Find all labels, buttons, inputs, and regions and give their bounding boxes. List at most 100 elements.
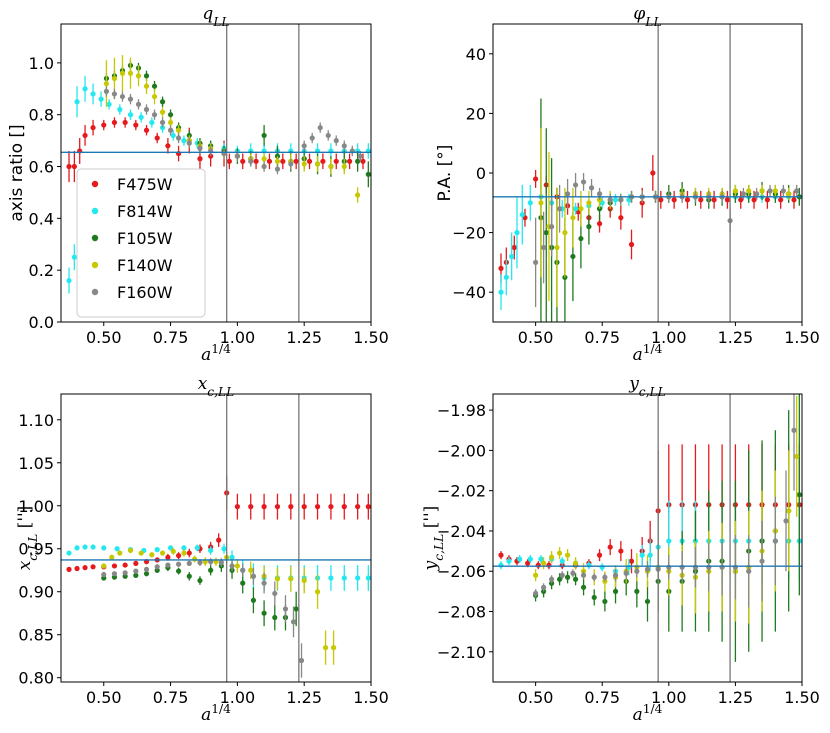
data-point — [541, 244, 547, 251]
data-point — [151, 83, 158, 89]
data-point — [66, 277, 72, 284]
data-point — [519, 212, 525, 218]
series-F475W — [498, 155, 797, 284]
data-point — [533, 590, 539, 596]
panel-title: φLL — [633, 4, 661, 29]
data-point — [538, 556, 544, 562]
data-point — [240, 567, 246, 573]
data-point — [791, 427, 797, 433]
panel-title: yc,LL — [628, 374, 666, 399]
data-point — [175, 568, 182, 574]
data-point — [288, 161, 294, 167]
data-point — [556, 206, 563, 212]
data-point — [647, 552, 653, 558]
data-point — [671, 197, 677, 203]
data-point — [274, 158, 281, 164]
plot-area — [493, 24, 802, 322]
x-tick-label: 0.75 — [584, 328, 620, 347]
data-point — [122, 570, 128, 576]
y-tick-label: 0.90 — [18, 583, 54, 602]
data-point — [66, 566, 72, 572]
data-point — [111, 119, 118, 126]
data-point — [588, 185, 595, 191]
data-point — [240, 158, 246, 164]
data-point — [596, 221, 603, 227]
data-point — [234, 563, 240, 569]
data-point — [355, 504, 361, 510]
data-point — [127, 112, 134, 118]
data-point — [498, 289, 504, 295]
data-point — [103, 81, 110, 87]
y-tick-label: 1.05 — [18, 454, 54, 473]
data-point — [746, 188, 752, 194]
x-tick-label: 1.00 — [651, 688, 687, 707]
data-point — [98, 96, 104, 102]
x-tick-label: 1.50 — [784, 328, 820, 347]
data-point — [328, 504, 334, 510]
data-point — [543, 230, 549, 236]
data-point — [578, 206, 584, 212]
data-point — [82, 132, 88, 139]
data-point — [133, 568, 139, 574]
data-point — [559, 572, 565, 578]
data-point — [570, 215, 576, 221]
x-tick-label: 1.25 — [718, 688, 754, 707]
data-point — [306, 158, 313, 164]
x-tick-label: 1.50 — [353, 688, 389, 707]
data-point — [759, 188, 765, 194]
data-point — [90, 544, 96, 550]
x-tick-label: 0.50 — [518, 328, 554, 347]
data-point — [355, 575, 361, 581]
data-point — [192, 556, 198, 562]
x-tick-label: 1.00 — [220, 688, 256, 707]
x-tick-label: 0.75 — [153, 328, 189, 347]
data-point — [165, 562, 171, 568]
data-point — [274, 166, 281, 172]
data-point — [503, 274, 509, 280]
data-point — [197, 145, 203, 151]
data-point — [533, 572, 539, 578]
x-tick-label: 0.50 — [86, 688, 122, 707]
data-point — [612, 588, 619, 594]
data-point — [328, 163, 334, 170]
series-F140W — [101, 547, 337, 665]
data-point — [274, 576, 281, 582]
legend-box — [76, 168, 206, 318]
data-point — [181, 550, 187, 556]
data-point — [82, 544, 88, 550]
data-point — [103, 88, 110, 94]
axes-frame — [492, 393, 803, 683]
data-point — [261, 580, 267, 586]
data-point — [290, 619, 297, 625]
data-point — [101, 571, 107, 578]
data-point — [122, 562, 128, 568]
data-point — [533, 259, 539, 265]
y-tick-label: −2.10 — [437, 643, 486, 662]
data-point — [527, 200, 533, 206]
data-point — [559, 558, 565, 564]
data-point — [90, 125, 96, 131]
data-point — [365, 575, 371, 581]
y-tick-label: 1.10 — [18, 411, 54, 430]
data-point — [175, 561, 182, 567]
panel-2: 0.50 0.75 1.00 1.25 1.50 −40 −20 0 20 40 φLL a1/4 P.… — [435, 4, 820, 365]
data-point — [772, 538, 778, 544]
y-tick-label: −2.00 — [437, 441, 486, 460]
series-F105W — [101, 559, 299, 631]
data-point — [167, 112, 174, 118]
y-tick-label: 0.6 — [29, 158, 54, 177]
data-point — [320, 158, 326, 164]
data-point — [341, 575, 347, 581]
data-point — [261, 163, 267, 170]
legend-label: F814W — [117, 202, 173, 221]
data-point — [666, 564, 672, 570]
y-tick-label: 0.80 — [18, 669, 54, 688]
data-point — [272, 614, 278, 621]
data-point — [151, 93, 158, 100]
data-point — [159, 119, 166, 126]
data-point — [634, 588, 640, 594]
data-point — [197, 156, 203, 162]
data-point — [314, 161, 321, 167]
data-point — [250, 573, 257, 579]
data-point — [106, 101, 112, 107]
